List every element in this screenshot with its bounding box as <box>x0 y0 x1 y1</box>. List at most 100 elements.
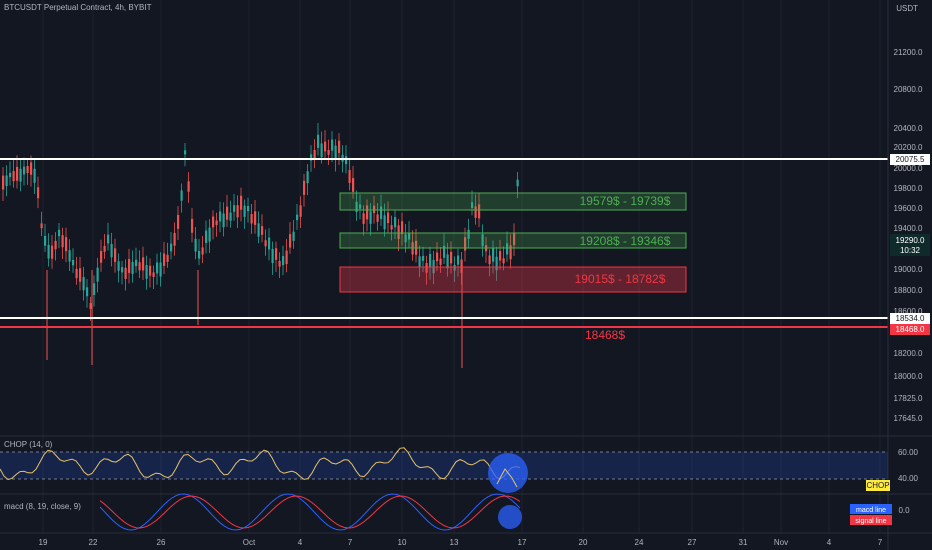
support-badge-text: 18534.0 <box>896 314 925 323</box>
candle-body <box>488 255 491 265</box>
price-axis[interactable]: 21200.0 20800.0 20400.0 20200.0 20000.0 19800… <box>894 48 923 423</box>
candle-body <box>338 140 341 154</box>
candle-body <box>331 139 334 151</box>
last-price-badge <box>890 234 930 256</box>
candle-body <box>222 213 225 228</box>
chop-line <box>0 447 521 481</box>
candle-body <box>268 237 271 250</box>
macd-highlight-circle[interactable] <box>498 505 522 529</box>
price-tick: 18600.0 <box>894 307 923 316</box>
candle-body <box>313 149 316 159</box>
candle-body <box>506 243 509 255</box>
candle-body <box>376 214 379 222</box>
time-tick: 10 <box>398 538 407 547</box>
candle-body <box>65 237 68 252</box>
candle-body <box>425 263 428 273</box>
price-tick: 21200.0 <box>894 48 923 57</box>
time-tick: 27 <box>688 538 697 547</box>
candle-body <box>177 214 180 229</box>
candle-body <box>75 268 78 279</box>
candle-body <box>201 247 204 255</box>
candle-body <box>5 175 8 186</box>
time-tick: 20 <box>579 538 588 547</box>
red-zone-label: 19015$ - 18782$ <box>575 272 666 286</box>
chop-pane-title[interactable]: CHOP (14, 0) <box>4 440 53 449</box>
time-tick: 31 <box>739 538 748 547</box>
candle-body <box>516 179 519 187</box>
resistance-badge-text: 20075.5 <box>896 155 925 164</box>
chop-highlight-line <box>496 468 518 488</box>
chop-band <box>0 452 888 479</box>
price-tick: 19000.0 <box>894 265 923 274</box>
candle-body <box>16 166 19 181</box>
price-tick: 20400.0 <box>894 124 923 133</box>
candle-body <box>471 202 474 208</box>
candle-body <box>418 256 421 268</box>
candle-body <box>208 227 211 242</box>
time-tick: 4 <box>298 538 303 547</box>
candle-body <box>110 244 113 258</box>
time-tick: Oct <box>243 538 256 547</box>
macd-line <box>99 493 521 531</box>
time-axis[interactable]: 19 22 26 Oct 4 7 10 13 17 20 24 27 31 Nov 4 7 <box>39 538 883 547</box>
candle-body <box>198 251 201 259</box>
candle-body <box>324 141 327 152</box>
price-tick: 17645.0 <box>894 414 923 423</box>
candle-body <box>9 172 12 178</box>
red-zone[interactable] <box>339 266 687 293</box>
upper-green-zone-label: 19579$ - 19739$ <box>580 194 671 208</box>
candle-body <box>292 231 295 241</box>
macd-legend-badge <box>850 504 892 514</box>
last-price: 19290.0 <box>896 236 925 245</box>
chart-title[interactable]: BTCUSDT Perpetual Contract, 4h, BYBIT <box>4 3 152 12</box>
macd-pane-title[interactable]: macd (8, 19, close, 9) <box>4 502 81 511</box>
candle-body <box>390 225 393 230</box>
candle-body <box>117 261 120 271</box>
candle-body <box>72 260 75 266</box>
candle-body <box>250 214 253 224</box>
candle-body <box>355 201 358 212</box>
candle-body <box>159 262 162 277</box>
countdown: 10:32 <box>900 246 921 255</box>
signal-legend-text: signal line <box>855 518 886 525</box>
candle-body <box>408 232 411 240</box>
candle-body <box>296 214 299 221</box>
candle-body <box>58 229 61 237</box>
candle-body <box>194 238 197 252</box>
upper-green-zone[interactable] <box>339 192 687 211</box>
price-tick: 20800.0 <box>894 85 923 94</box>
candle-body <box>37 187 40 199</box>
time-tick: 7 <box>878 538 883 547</box>
candle-body <box>397 225 400 240</box>
candle-body <box>429 254 432 268</box>
candle-body <box>383 215 386 230</box>
candle-body <box>509 245 512 260</box>
signal-legend-badge <box>850 515 892 525</box>
red-level-label: 18468$ <box>585 328 625 342</box>
candle-body <box>446 254 449 269</box>
candle-body <box>457 255 460 265</box>
lower-green-zone[interactable] <box>339 232 687 249</box>
candle-body <box>254 211 257 225</box>
candle-body <box>121 267 124 273</box>
candle-body <box>173 232 176 246</box>
price-tick: 18200.0 <box>894 349 923 358</box>
candle-body <box>275 248 278 260</box>
candle-body <box>492 248 495 262</box>
candle-body <box>422 255 425 261</box>
candle-body <box>310 154 313 161</box>
price-tick: 20000.0 <box>894 164 923 173</box>
candle-body <box>394 217 397 228</box>
candle-body <box>233 205 236 212</box>
candle-body <box>12 170 15 182</box>
candle-body <box>152 272 155 278</box>
candle-body <box>107 234 110 244</box>
candle-body <box>163 253 166 266</box>
candle-body <box>243 205 246 217</box>
candle-body <box>362 213 365 224</box>
candle-body <box>47 244 50 259</box>
candle-body <box>348 170 351 183</box>
candle-body <box>89 303 92 309</box>
price-tick: 18800.0 <box>894 286 923 295</box>
